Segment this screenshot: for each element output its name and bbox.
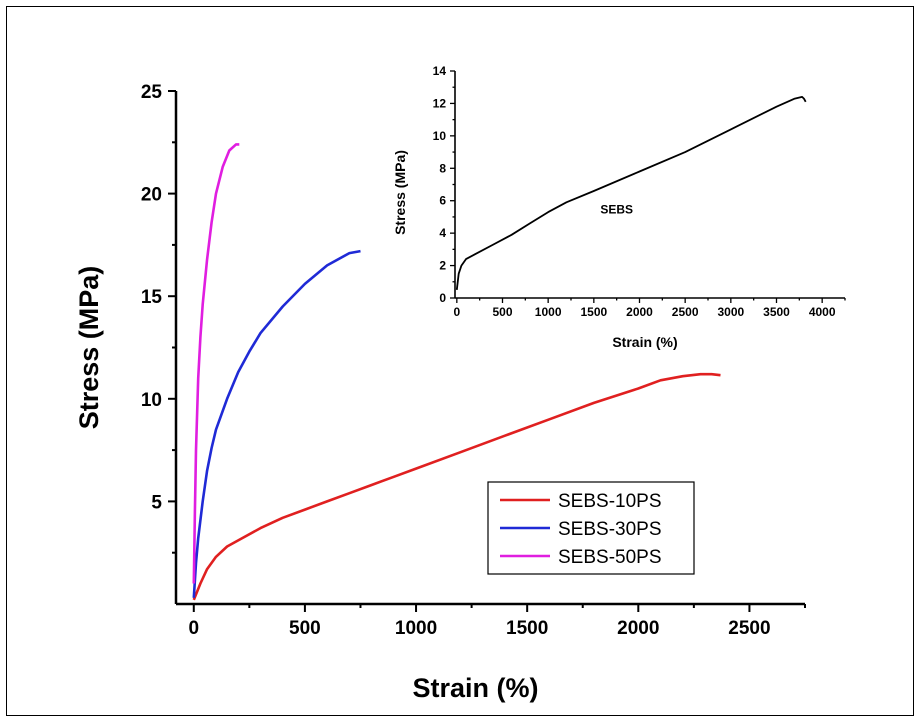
inset-y-tick-label: 14 (433, 64, 447, 78)
inset-x-tick-label: 500 (492, 305, 512, 319)
inset-x-tick-label: 4000 (809, 305, 836, 319)
inset-x-tick-label: 3000 (717, 305, 744, 319)
y-tick-label: 10 (141, 390, 162, 411)
legend-label: SEBS-30PS (558, 519, 662, 540)
y-tick-label: 5 (151, 492, 162, 513)
inset-x-axis-label: Strain (%) (612, 334, 677, 350)
inset-y-tick-label: 10 (433, 129, 447, 143)
legend-label: SEBS-50PS (558, 547, 662, 568)
x-tick-label: 1000 (395, 618, 437, 639)
inset-y-tick-label: 4 (439, 226, 446, 240)
inset-y-tick-label: 8 (439, 161, 446, 175)
inset-y-axis-label: Stress (MPa) (392, 150, 408, 235)
series-line-sebs-30ps (192, 249, 361, 598)
x-tick-label: 2000 (617, 618, 659, 639)
series-line-sebs-10ps (192, 372, 721, 601)
inset-y-tick-label: 0 (439, 291, 446, 305)
inset-x-tick-label: 2000 (626, 305, 653, 319)
y-tick-label: 20 (141, 185, 162, 206)
x-tick-label: 500 (289, 618, 321, 639)
inset-y-tick-label: 6 (439, 194, 446, 208)
y-tick-label: 25 (141, 82, 163, 103)
inset-plot: 0 500 1000 1500 2000 2500 3000 3500 4000 0 2 4 6 8 10 1… (392, 64, 846, 350)
inset-series-line-sebs (455, 96, 807, 291)
series-line-sebs-50ps (192, 143, 240, 584)
inset-x-tick-label: 2500 (672, 305, 699, 319)
y-axis-label: Stress (MPa) (74, 266, 104, 430)
x-axis-label: Strain (%) (412, 673, 538, 703)
x-tick-label: 0 (188, 618, 199, 639)
inset-annotation: SEBS (600, 203, 633, 217)
inset-x-tick-label: 0 (453, 305, 460, 319)
x-tick-label: 2500 (728, 618, 770, 639)
figure-frame (6, 6, 914, 716)
x-tick-label: 1500 (506, 618, 548, 639)
inset-y-tick-label: 12 (433, 96, 447, 110)
inset-x-tick-label: 1500 (580, 305, 607, 319)
inset-x-tick-label: 3500 (763, 305, 790, 319)
inset-y-tick-label: 2 (439, 259, 446, 273)
inset-x-tick-label: 1000 (535, 305, 562, 319)
y-tick-label: 15 (141, 287, 163, 308)
legend-label: SEBS-10PS (558, 491, 662, 512)
